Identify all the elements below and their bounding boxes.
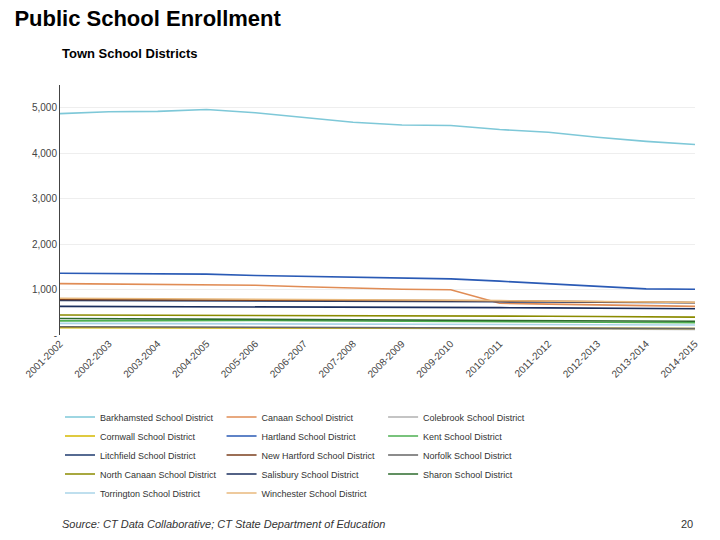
- svg-text:2013-2014: 2013-2014: [610, 338, 652, 380]
- svg-text:2,000: 2,000: [32, 239, 57, 250]
- svg-text:-: -: [54, 330, 57, 341]
- svg-text:3,000: 3,000: [32, 193, 57, 204]
- svg-text:Sharon School District: Sharon School District: [423, 470, 513, 480]
- svg-text:4,000: 4,000: [32, 148, 57, 159]
- svg-text:2001-2002: 2001-2002: [23, 338, 65, 380]
- svg-text:North Canaan School District: North Canaan School District: [100, 470, 217, 480]
- svg-text:2008-2009: 2008-2009: [365, 338, 407, 380]
- svg-text:5,000: 5,000: [32, 102, 57, 113]
- svg-text:2004-2005: 2004-2005: [170, 338, 212, 380]
- svg-text:2014-2015: 2014-2015: [658, 338, 700, 380]
- svg-text:2007-2008: 2007-2008: [316, 338, 358, 380]
- svg-text:Kent School District: Kent School District: [423, 432, 502, 442]
- svg-text:2002-2003: 2002-2003: [72, 338, 114, 380]
- svg-text:Torrington School District: Torrington School District: [100, 489, 201, 499]
- svg-text:Public School Enrollment: Public School Enrollment: [14, 6, 281, 31]
- svg-text:Town School Districts: Town School Districts: [62, 46, 198, 61]
- svg-text:Salisbury School District: Salisbury School District: [262, 470, 360, 480]
- svg-text:2006-2007: 2006-2007: [268, 338, 310, 380]
- svg-text:2009-2010: 2009-2010: [414, 338, 456, 380]
- svg-text:2010-2011: 2010-2011: [463, 338, 504, 379]
- svg-text:New Hartford School District: New Hartford School District: [262, 451, 376, 461]
- svg-text:2012-2013: 2012-2013: [561, 338, 603, 380]
- svg-text:Winchester School District: Winchester School District: [262, 489, 368, 499]
- svg-text:2003-2004: 2003-2004: [121, 338, 163, 380]
- svg-text:2005-2006: 2005-2006: [219, 338, 261, 380]
- svg-text:Hartland School District: Hartland School District: [262, 432, 357, 442]
- svg-text:Barkhamsted School District: Barkhamsted School District: [100, 413, 214, 423]
- svg-text:Canaan School District: Canaan School District: [262, 413, 354, 423]
- svg-text:Litchfield School District: Litchfield School District: [100, 451, 196, 461]
- svg-text:1,000: 1,000: [32, 284, 57, 295]
- svg-text:Source: CT Data Collaborative;: Source: CT Data Collaborative; CT State …: [62, 518, 385, 530]
- svg-text:20: 20: [681, 518, 693, 530]
- svg-text:Norfolk School District: Norfolk School District: [423, 451, 512, 461]
- svg-text:Cornwall School District: Cornwall School District: [100, 432, 196, 442]
- svg-text:2011-2012: 2011-2012: [512, 338, 553, 379]
- svg-text:Colebrook School District: Colebrook School District: [423, 413, 525, 423]
